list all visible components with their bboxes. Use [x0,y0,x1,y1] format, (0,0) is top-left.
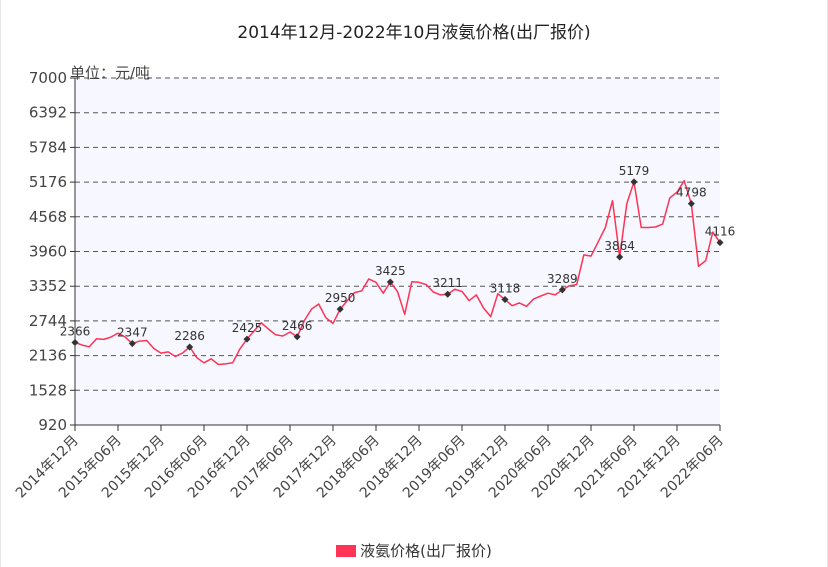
series-line [74,179,721,366]
data-label: 3289 [547,272,578,286]
legend-swatch [336,545,357,557]
data-label: 5179 [619,164,650,178]
data-point-marker[interactable] [558,286,566,294]
data-point-marker[interactable] [186,343,194,351]
data-label: 3118 [490,282,521,296]
y-tick-label: 2744 [29,312,67,330]
data-point-marker[interactable] [336,305,344,313]
data-label: 4798 [676,186,707,200]
data-point-marker[interactable] [630,178,638,186]
data-label: 2347 [117,326,148,340]
y-tick-label: 3352 [29,277,67,295]
data-label: 2286 [174,329,205,343]
y-axis: 920 1528 2136 2744 3352 3960 4568 5176 5784 6392 7… [29,69,76,434]
y-tick-label: 6392 [29,104,67,122]
y-tick-label: 3960 [29,243,67,261]
chart-title: 2014年12月-2022年10月液氨价格(出厂报价) [237,23,591,43]
data-label: 2366 [60,324,91,338]
data-point-marker[interactable] [71,338,79,347]
data-label: 3864 [604,239,635,253]
data-point-marker[interactable] [128,340,136,348]
data-point-marker[interactable] [293,333,301,341]
data-label: 2466 [282,319,313,333]
data-point-marker[interactable] [716,239,724,247]
x-axis: 2014年12月2015年06月2015年12月2016年06月2016年12月… [13,424,727,501]
y-tick-label: 4568 [29,208,67,226]
y-tick-label: 5784 [29,138,67,156]
data-labels: 2366 2347 2286 2425 2466 2950 3425 3211 3118 3289… [60,164,736,351]
data-label: 2950 [325,291,356,305]
y-tick-label: 5176 [29,173,67,191]
data-point-marker[interactable] [386,278,394,286]
data-point-marker[interactable] [501,296,509,304]
data-point-marker[interactable] [616,253,624,261]
data-label: 3211 [432,276,463,290]
y-tick-label: 920 [38,416,67,434]
y-tick-label: 2136 [29,347,67,365]
plot-background [75,78,720,425]
data-point-marker[interactable] [444,290,452,298]
y-tick-label: 7000 [29,69,67,87]
legend[interactable]: 液氨价格(出厂报价) [0,540,828,561]
data-label: 3425 [375,264,406,278]
data-label: 4116 [705,225,736,239]
data-label: 2425 [232,321,263,335]
unit-label: 单位：元/吨 [70,64,150,82]
legend-label: 液氨价格(出厂报价) [360,542,492,560]
data-point-marker[interactable] [687,200,695,208]
series-layer [74,179,721,366]
y-tick-label: 1528 [29,381,67,399]
data-point-marker[interactable] [243,335,251,343]
